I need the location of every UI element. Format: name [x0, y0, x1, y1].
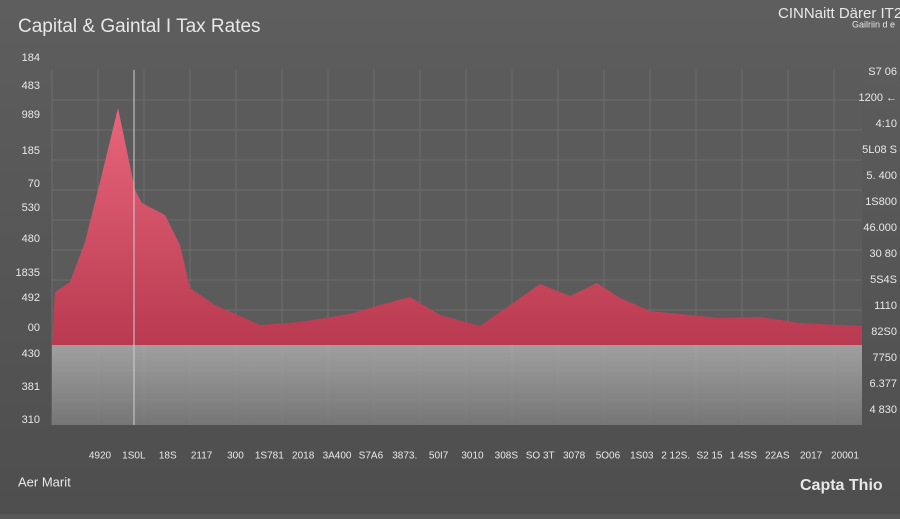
x-tick-label: 1S781	[255, 451, 284, 462]
y2-tick-label: 30 80	[869, 248, 897, 260]
x-tick-label: S2 15	[696, 451, 723, 462]
y-tick-label: 184	[22, 52, 40, 64]
y2-tick-label: 4 830	[869, 404, 897, 416]
x-tick-label: SO 3T	[526, 451, 555, 462]
y-tick-label: 480	[22, 233, 40, 245]
x-tick-label: 50I7	[429, 451, 449, 462]
x-tick-label: 1S03	[630, 451, 654, 462]
y2-tick-label: 4:10	[876, 118, 897, 130]
y2-tick-label: 5L08 S	[862, 144, 897, 156]
y2-tick-label: S7 06	[868, 66, 897, 78]
x-tick-label: 2117	[191, 451, 213, 462]
x-tick-label: 1S0L	[122, 451, 146, 462]
x-tick-label: S7A6	[359, 451, 384, 462]
y2-tick-label: 1110	[874, 300, 897, 312]
x-tick-label: 5O06	[596, 451, 621, 462]
y-tick-label: 530	[22, 202, 40, 214]
lower-band	[52, 345, 862, 425]
y-tick-label: 430	[22, 348, 40, 360]
y2-tick-label: 5. 400	[866, 170, 897, 182]
y-tick-label: 70	[28, 178, 40, 190]
y-tick-label: 483	[22, 80, 40, 92]
y2-tick-label: 46.000	[863, 222, 897, 234]
y-tick-label: 492	[22, 292, 40, 304]
x-tick-label: 3A400	[323, 451, 352, 462]
y2-tick-label: 6.377	[869, 378, 897, 390]
x-tick-label: 18S	[159, 451, 177, 462]
y2-tick-label: 5S4S	[870, 274, 897, 286]
x-tick-label: 308S	[495, 451, 519, 462]
y-tick-label: 00	[28, 322, 40, 334]
x-tick-label: 3078	[563, 451, 586, 462]
y-tick-label: 381	[22, 381, 40, 393]
y-tick-label: 1835	[16, 267, 40, 279]
x-tick-label: 2017	[800, 451, 823, 462]
y2-tick-label: 1S800	[865, 196, 897, 208]
y-tick-label: 185	[22, 145, 40, 157]
y-tick-label: 310	[22, 414, 40, 426]
y2-tick-label: 82S0	[871, 326, 897, 338]
x-tick-label: 2018	[292, 451, 315, 462]
y-tick-label: 989	[22, 109, 40, 121]
x-tick-label: 4920	[89, 451, 112, 462]
x-tick-label: 22AS	[765, 451, 790, 462]
area	[52, 108, 862, 345]
x-tick-label: 20001	[831, 451, 859, 462]
y2-tick-label: 1200 ←	[858, 92, 897, 104]
x-tick-label: 300	[227, 451, 244, 462]
footer-right: Capta Thio	[800, 477, 883, 494]
x-tick-label: 3010	[461, 451, 484, 462]
brand: CINNaitt Därer IT2	[778, 5, 900, 22]
x-tick-label: 2 12S.	[661, 451, 690, 462]
chart-title: Capital & Gaintal I Tax Rates	[18, 16, 261, 37]
y2-tick-label: 7750	[873, 352, 897, 364]
x-tick-label: 3873.	[392, 451, 417, 462]
x-tick-label: 1 4SS	[730, 451, 758, 462]
brand-sub: Gailriin d e	[852, 19, 895, 29]
footer-left: Aer Marit	[18, 474, 71, 489]
